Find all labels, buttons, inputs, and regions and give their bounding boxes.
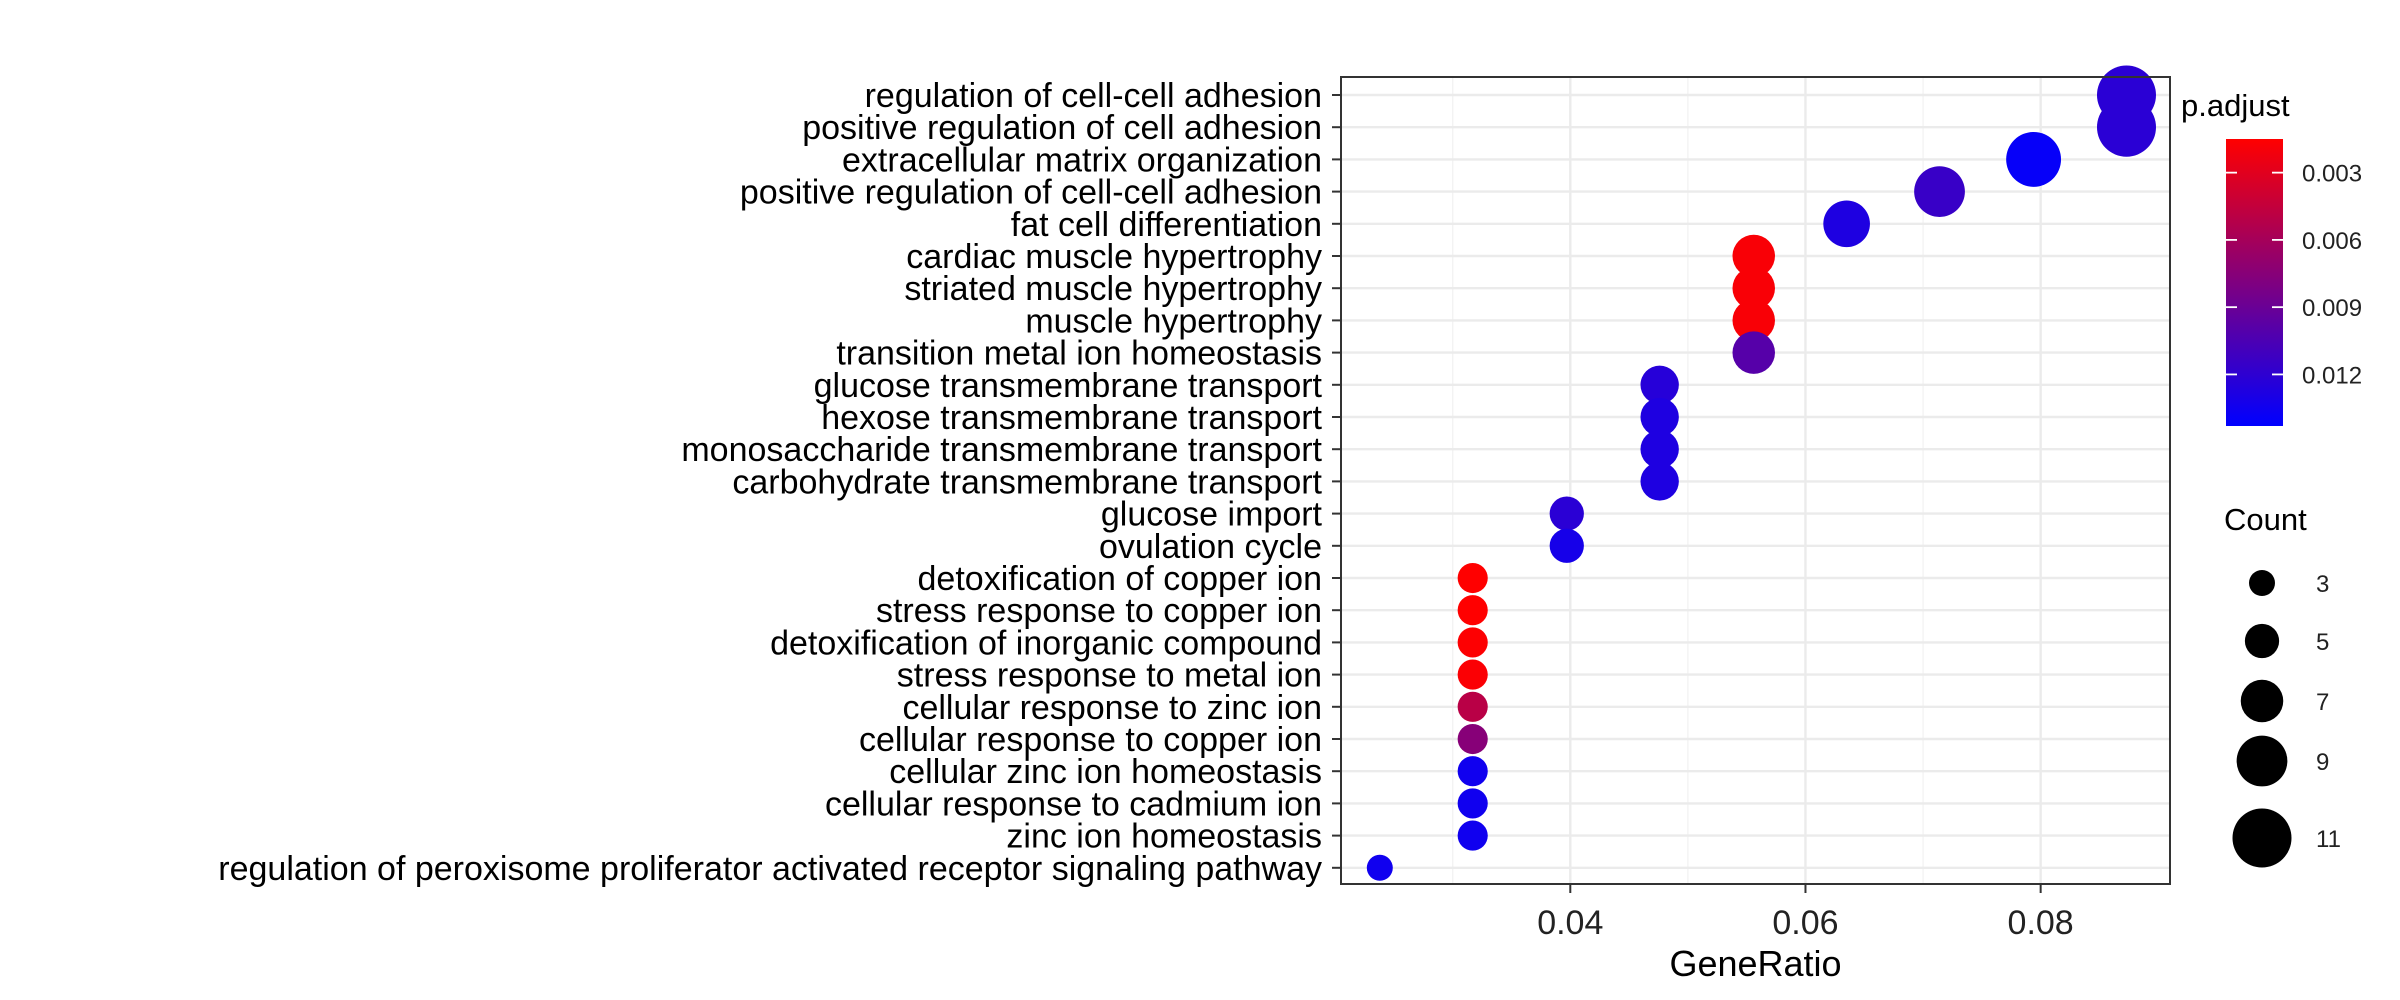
data-point (2096, 97, 2156, 157)
y-tick-label: fat cell differentiation (1011, 206, 1322, 244)
y-tick-label: muscle hypertrophy (1025, 302, 1322, 340)
data-point (1640, 365, 1679, 404)
size-legend-dot (2249, 570, 2275, 596)
data-point (1640, 462, 1679, 501)
y-tick-label: striated muscle hypertrophy (904, 270, 1322, 308)
size-legend-label: 9 (2316, 749, 2329, 776)
data-point (1457, 756, 1488, 787)
y-tick-label: carbohydrate transmembrane transport (732, 463, 1322, 501)
y-tick-label: detoxification of copper ion (918, 560, 1322, 598)
data-point (1732, 266, 1775, 310)
y-tick-label: regulation of cell-cell adhesion (865, 77, 1322, 115)
y-tick-label: cellular response to zinc ion (902, 689, 1322, 727)
data-point (1640, 430, 1679, 469)
y-tick-label: cardiac muscle hypertrophy (906, 238, 1322, 276)
data-point (1732, 331, 1775, 374)
y-tick-label: regulation of peroxisome proliferator ac… (218, 850, 1322, 888)
data-point (1549, 528, 1584, 563)
color-legend-label: 0.012 (2302, 362, 2362, 389)
size-legend-label: 5 (2316, 629, 2329, 656)
y-tick-label: cellular response to cadmium ion (825, 785, 1322, 823)
y-tick-label: ovulation cycle (1099, 528, 1322, 566)
x-axis: 0.04 0.06 0.08 (1537, 884, 2074, 942)
x-axis-title: GeneRatio (1669, 943, 1841, 984)
data-point (1457, 723, 1488, 755)
data-point (1457, 691, 1488, 722)
data-point (1457, 562, 1488, 594)
y-tick-label: extracellular matrix organization (842, 141, 1322, 179)
color-legend-label: 0.003 (2302, 161, 2362, 188)
color-legend-bar (2226, 139, 2283, 426)
x-tick-label: 0.08 (2008, 904, 2074, 942)
size-legend-dot (2236, 735, 2288, 787)
y-tick-label: glucose import (1101, 496, 1323, 534)
data-point (1549, 496, 1584, 531)
data-point (1823, 200, 1870, 248)
size-legend-title: Count (2224, 502, 2307, 537)
color-legend-label: 0.009 (2302, 295, 2362, 322)
size-legend-items: 3 5 7 9 11 (2232, 570, 2341, 868)
y-tick-label: glucose transmembrane transport (814, 367, 1323, 405)
data-point (1457, 595, 1488, 626)
data-point (1457, 820, 1488, 851)
size-legend-dot (2244, 623, 2280, 659)
color-legend-title: p.adjust (2181, 88, 2290, 123)
y-tick-label: positive regulation of cell adhesion (802, 109, 1322, 147)
x-tick-label: 0.06 (1772, 904, 1838, 942)
y-tick-label: cellular zinc ion homeostasis (889, 753, 1322, 791)
size-legend-label: 11 (2316, 826, 2341, 853)
data-point (1457, 788, 1488, 819)
data-point (1366, 854, 1393, 881)
size-legend-label: 3 (2316, 571, 2329, 598)
data-point (1457, 627, 1488, 658)
color-legend-ticks: 0.003 0.006 0.009 0.012 (2226, 161, 2362, 389)
data-point (2006, 131, 2062, 187)
y-tick-label: zinc ion homeostasis (1006, 818, 1322, 856)
size-legend: Count 3 5 7 9 11 (2224, 502, 2341, 868)
size-legend-dot (2232, 808, 2292, 868)
data-point (1732, 234, 1775, 278)
color-legend-label: 0.006 (2302, 228, 2362, 255)
data-points (1366, 65, 2156, 881)
y-tick-label: cellular response to copper ion (859, 721, 1322, 759)
data-point (1640, 397, 1679, 437)
y-tick-label: monosaccharide transmembrane transport (681, 431, 1322, 469)
size-legend-dot (2240, 679, 2284, 723)
y-tick-label: transition metal ion homeostasis (836, 335, 1322, 373)
y-tick-label: positive regulation of cell-cell adhesio… (740, 174, 1322, 212)
y-tick-label: hexose transmembrane transport (821, 399, 1322, 437)
y-tick-label: stress response to copper ion (876, 592, 1322, 630)
data-point (1732, 299, 1775, 342)
data-point (1914, 166, 1965, 217)
x-tick-label: 0.04 (1537, 904, 1603, 942)
data-point (1457, 659, 1488, 690)
y-tick-label: detoxification of inorganic compound (770, 624, 1322, 662)
color-legend: p.adjust 0.003 0.006 0.009 0.012 (2181, 88, 2362, 426)
y-tick-label: stress response to metal ion (897, 657, 1322, 695)
size-legend-label: 7 (2316, 689, 2329, 716)
y-axis: regulation of cell-cell adhesionpositive… (218, 77, 1341, 888)
